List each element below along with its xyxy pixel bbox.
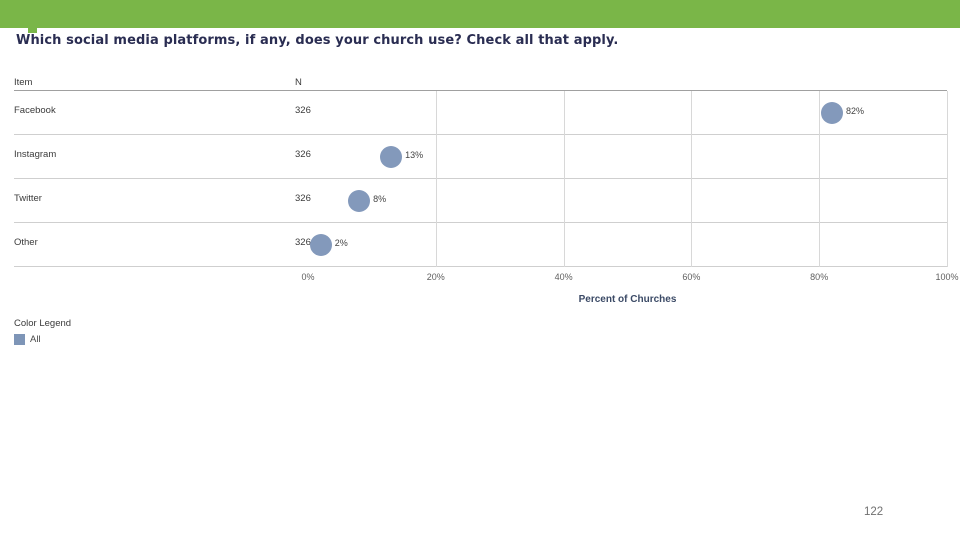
legend-swatch-icon [14, 334, 25, 345]
table-row: Other 326 2% [14, 223, 947, 267]
header-bar-notch [28, 28, 37, 33]
slide-header-bar [0, 0, 960, 28]
row-n-value: 326 [295, 149, 311, 160]
row-n-value: 326 [295, 105, 311, 116]
dot-value-label: 13% [405, 150, 424, 160]
dot-value-label: 8% [373, 194, 387, 204]
row-n-value: 326 [295, 193, 311, 204]
data-dot [380, 146, 403, 168]
row-item-label: Facebook [14, 105, 56, 116]
gridline [435, 91, 437, 267]
table-row: Facebook 326 82% [14, 91, 947, 135]
dot-value-label: 2% [334, 238, 348, 248]
table-row: Instagram 326 13% [14, 135, 947, 179]
item-column-header: Item [14, 77, 33, 88]
x-axis-tick-labels: 0% 20% 40% 60% 80% 100% [14, 272, 958, 284]
row-item-label: Other [14, 237, 38, 248]
x-axis-tick: 80% [810, 272, 829, 282]
gridline [563, 91, 565, 267]
x-axis-tick: 20% [426, 272, 445, 282]
color-legend-items: All [14, 333, 71, 346]
x-axis-tick: 0% [301, 272, 315, 282]
plot-gridlines [14, 91, 948, 267]
legend-item-label: All [30, 334, 41, 345]
gridline [819, 91, 821, 267]
table-row: Twitter 326 8% [14, 179, 947, 223]
legend-item: All [14, 333, 71, 346]
x-axis-tick: 40% [554, 272, 573, 282]
row-n-value: 326 [295, 237, 311, 248]
x-axis-tick: 60% [682, 272, 701, 282]
chart-rows: Facebook 326 82% Instagram 326 13% Twitter 326 8… [14, 91, 947, 267]
data-dot [348, 190, 371, 212]
dot-value-label: 82% [845, 106, 864, 116]
chart-column-headers: Item N [14, 76, 947, 90]
header-divider [14, 90, 947, 91]
x-axis-tick: 100% [935, 272, 959, 282]
gridline [691, 91, 693, 267]
row-item-label: Instagram [14, 149, 57, 160]
n-column-header: N [295, 77, 302, 88]
x-axis-title: Percent of Churches [578, 294, 677, 305]
data-dot [309, 234, 332, 256]
color-legend-title: Color Legend [14, 318, 72, 329]
slide-title: Which social media platforms, if any, do… [16, 33, 619, 48]
data-dot [820, 102, 843, 124]
row-item-label: Twitter [14, 193, 42, 204]
page-number: 122 [864, 506, 884, 518]
color-legend: Color Legend All [14, 318, 71, 346]
gridline [947, 91, 948, 267]
dot-plot-chart: Item N Facebook 326 82% Instagram 326 13% Twit… [14, 76, 959, 306]
